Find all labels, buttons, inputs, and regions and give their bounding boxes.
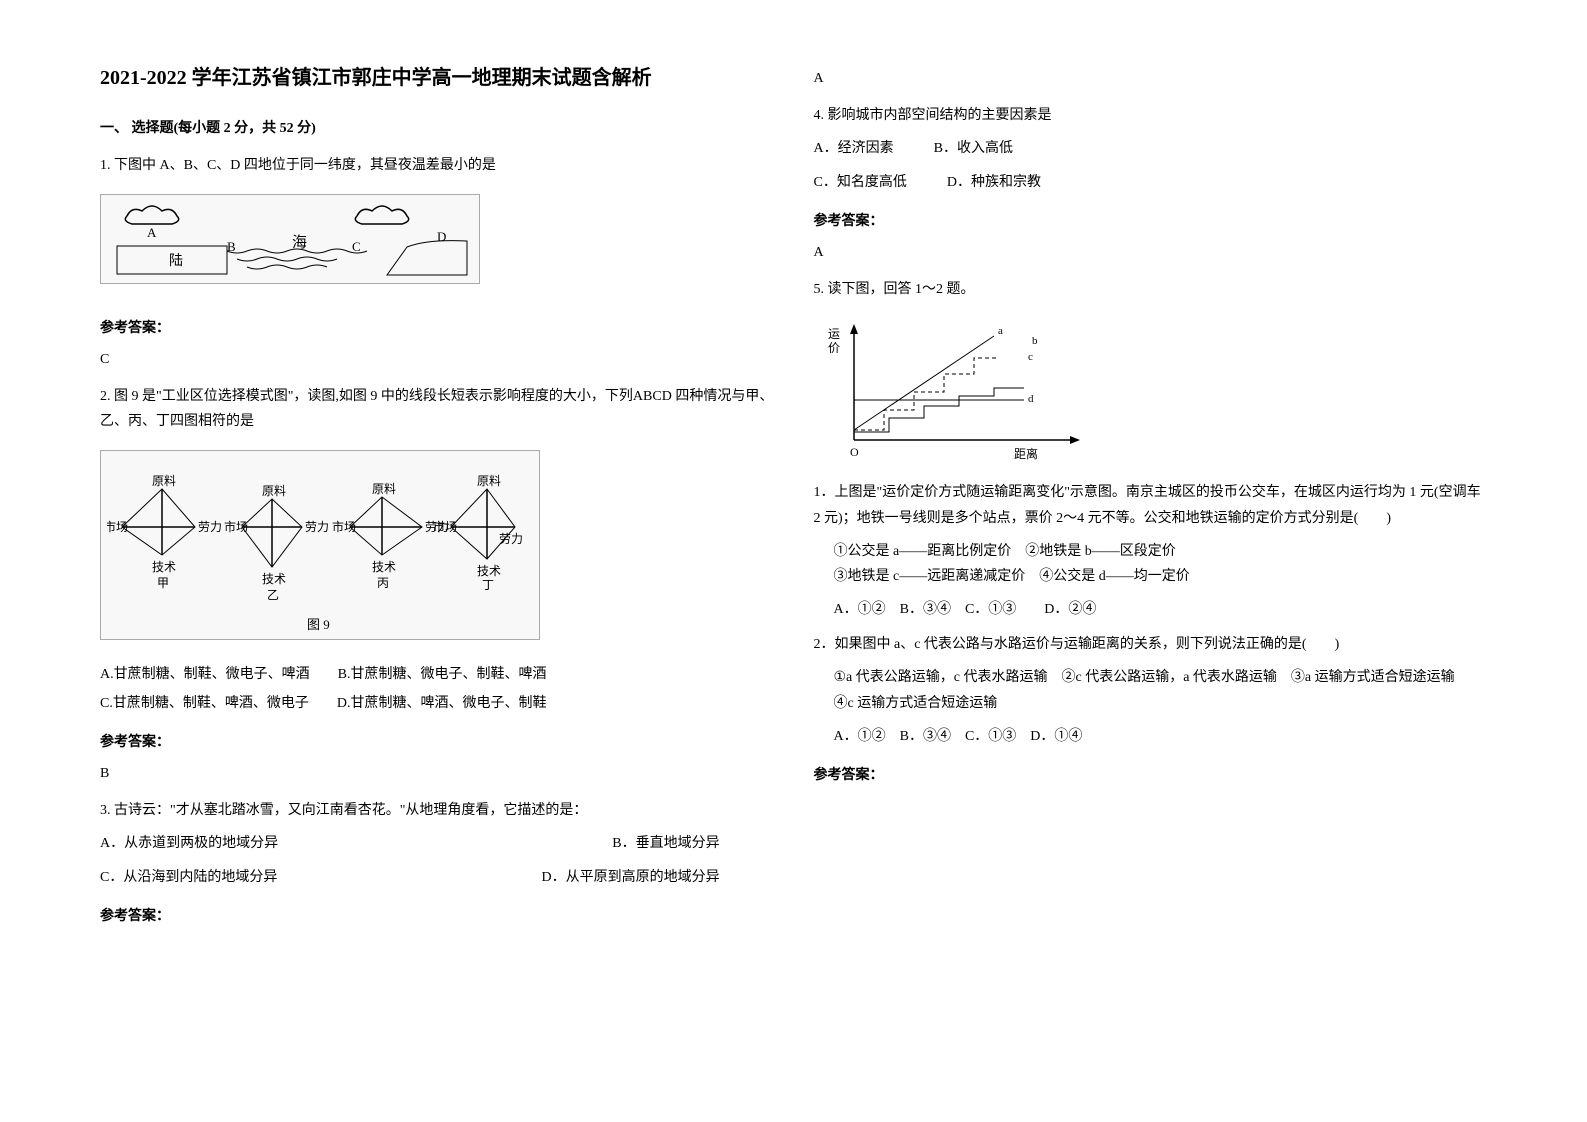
left-column: 2021-2022 学年江苏省镇江市郭庄中学高一地理期末试题含解析 一、 选择题… (80, 60, 794, 1062)
q5-sub1-text: 1．上图是"运价定价方式随运输距离变化"示意图。南京主城区的投币公交车，在城区内… (814, 480, 1488, 530)
svg-text:a: a (998, 325, 1003, 337)
q3-opt-a: A．从赤道到两极的地域分异 (100, 831, 278, 856)
q4-options-row1: A．经济因素 B．收入高低 (814, 136, 1488, 161)
q2-opt-b: B.甘蔗制糖、微电子、制鞋、啤酒 (338, 667, 547, 682)
svg-text:原料: 原料 (372, 482, 396, 496)
svg-text:价: 价 (828, 341, 840, 355)
q1-answer: C (100, 347, 774, 372)
q3-options: A．从赤道到两极的地域分异 B．垂直地域分异 (100, 831, 720, 856)
svg-text:技术: 技术 (372, 560, 396, 574)
svg-text:技术: 技术 (262, 572, 286, 586)
q2-opt-d: D.甘蔗制糖、啤酒、微电子、制鞋 (337, 696, 547, 711)
svg-text:d: d (1028, 393, 1034, 405)
q5-sub2: 2．如果图中 a、c 代表公路与水路运价与运输距离的关系，则下列说法正确的是( … (814, 632, 1488, 749)
q2-options: A.甘蔗制糖、制鞋、微电子、啤酒 B.甘蔗制糖、微电子、制鞋、啤酒 C.甘蔗制糖… (100, 662, 774, 716)
q3-opt-b: B．垂直地域分异 (612, 831, 719, 856)
q5-sub2-text: 2．如果图中 a、c 代表公路与水路运价与运输距离的关系，则下列说法正确的是( … (814, 632, 1488, 657)
svg-text:市场: 市场 (107, 519, 128, 534)
svg-text:丁: 丁 (482, 578, 494, 592)
svg-text:丙: 丙 (377, 576, 389, 590)
label-C: C (352, 239, 361, 254)
svg-text:图 9: 图 9 (307, 617, 330, 632)
svg-text:甲: 甲 (157, 576, 169, 590)
svg-text:市场: 市场 (332, 519, 356, 534)
q2-answer: B (100, 761, 774, 786)
q5-sub1: 1．上图是"运价定价方式随运输距离变化"示意图。南京主城区的投币公交车，在城区内… (814, 480, 1488, 622)
q4-opt-c: C．知名度高低 (814, 170, 907, 195)
svg-text:技术: 技术 (477, 564, 501, 578)
svg-text:距离: 距离 (1014, 446, 1038, 461)
q3-text: 3. 古诗云："才从塞北踏冰雪，又向江南看杏花。"从地理角度看，它描述的是： (100, 798, 774, 823)
ref-answer-label: 参考答案： (100, 316, 774, 341)
q2-opt-a: A.甘蔗制糖、制鞋、微电子、啤酒 (100, 667, 310, 682)
svg-text:O: O (850, 445, 859, 459)
q5-sub2-items: ①a 代表公路运输，c 代表水路运输 ②c 代表公路运输，a 代表水路运输 ③a… (834, 665, 1488, 715)
ref-answer-label-4: 参考答案： (814, 209, 1488, 234)
q3-answer: A (814, 66, 1488, 91)
question-2: 2. 图 9 是"工业区位选择模式图"，读图,如图 9 中的线段长短表示影响程度… (100, 384, 774, 716)
q2-diagram: 原料 劳力 技术 市场 甲 原料 劳力 技术 市场 乙 (100, 450, 540, 640)
q4-answer: A (814, 240, 1488, 265)
q5-sub2-options: A．①② B．③④ C．①③ D．①④ (834, 724, 1488, 749)
svg-text:b: b (1032, 335, 1038, 347)
sea-label: 海 (292, 234, 307, 251)
svg-text:原料: 原料 (477, 474, 501, 488)
q5-sub1-options: A．①② B．③④ C．①③ D．②④ (834, 597, 1488, 622)
question-1: 1. 下图中 A、B、C、D 四地位于同一纬度，其昼夜温差最小的是 A B 陆 (100, 153, 774, 301)
ref-answer-label-3: 参考答案： (100, 904, 774, 929)
ref-answer-label-2: 参考答案： (100, 730, 774, 755)
svg-text:乙: 乙 (267, 588, 279, 602)
q2-text: 2. 图 9 是"工业区位选择模式图"，读图,如图 9 中的线段长短表示影响程度… (100, 384, 774, 434)
svg-text:运: 运 (828, 327, 840, 341)
label-D: D (437, 229, 446, 244)
svg-text:劳力: 劳力 (499, 532, 523, 546)
q4-opt-d: D．种族和宗教 (947, 170, 1041, 195)
svg-text:劳力: 劳力 (305, 520, 329, 534)
q4-options-row2: C．知名度高低 D．种族和宗教 (814, 170, 1488, 195)
q4-text: 4. 影响城市内部空间结构的主要因素是 (814, 103, 1488, 128)
label-A: A (147, 225, 157, 240)
svg-text:市场: 市场 (433, 519, 457, 534)
question-4: 4. 影响城市内部空间结构的主要因素是 A．经济因素 B．收入高低 C．知名度高… (814, 103, 1488, 195)
right-column: A 4. 影响城市内部空间结构的主要因素是 A．经济因素 B．收入高低 C．知名… (794, 60, 1508, 1062)
q3-opt-d: D．从平原到高原的地域分异 (541, 865, 719, 890)
svg-text:技术: 技术 (152, 560, 176, 574)
svg-text:劳力: 劳力 (198, 520, 222, 534)
q2-opt-c: C.甘蔗制糖、制鞋、啤酒、微电子 (100, 696, 309, 711)
q5-diagram: 运 价 距离 O a b c d (814, 310, 1114, 470)
question-3: 3. 古诗云："才从塞北踏冰雪，又向江南看杏花。"从地理角度看，它描述的是： A… (100, 798, 774, 890)
svg-text:市场: 市场 (224, 519, 248, 534)
q3-opt-c: C．从沿海到内陆的地域分异 (100, 865, 277, 890)
q1-diagram: A B 陆 海 C D (100, 194, 480, 284)
ref-answer-label-5: 参考答案： (814, 763, 1488, 788)
svg-text:原料: 原料 (262, 484, 286, 498)
q5-header: 5. 读下图，回答 1～2 题。 (814, 277, 1488, 302)
q4-opt-a: A．经济因素 (814, 136, 894, 161)
q5-sub1-items: ①公交是 a——距离比例定价 ②地铁是 b——区段定价 ③地铁是 c——远距离递… (834, 539, 1488, 589)
question-5: 5. 读下图，回答 1～2 题。 运 价 距离 O a b c (814, 277, 1488, 749)
q4-opt-b: B．收入高低 (934, 136, 1013, 161)
svg-text:原料: 原料 (152, 474, 176, 488)
svg-text:c: c (1028, 351, 1033, 363)
land-label: 陆 (169, 253, 183, 269)
q1-text: 1. 下图中 A、B、C、D 四地位于同一纬度，其昼夜温差最小的是 (100, 153, 774, 178)
exam-title: 2021-2022 学年江苏省镇江市郭庄中学高一地理期末试题含解析 (100, 60, 774, 96)
section-header: 一、 选择题(每小题 2 分，共 52 分) (100, 116, 774, 141)
